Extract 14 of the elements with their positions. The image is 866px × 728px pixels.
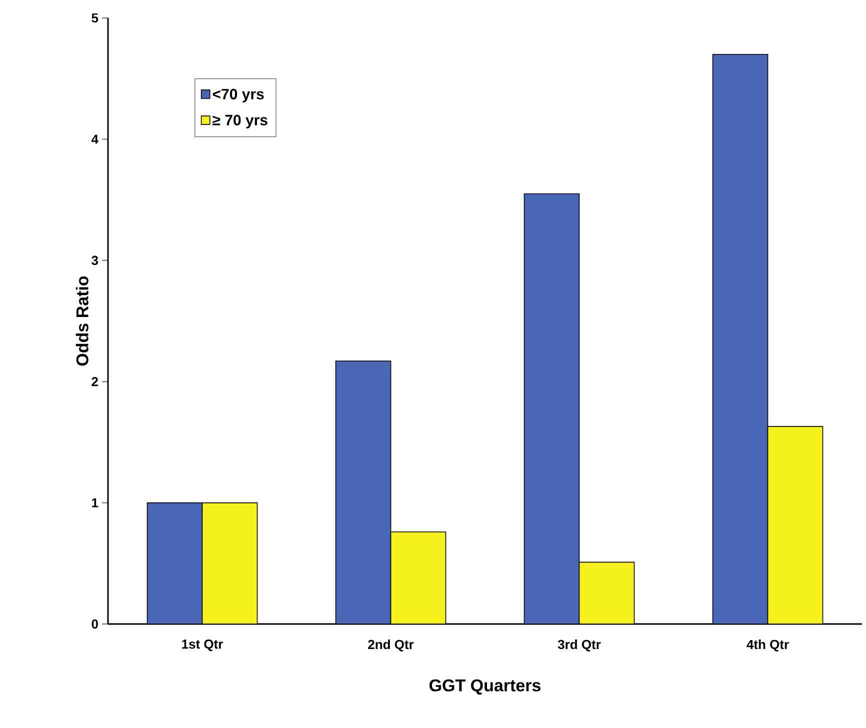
x-tick-label: 3rd Qtr bbox=[558, 640, 601, 652]
x-axis-title: GGT Quarters bbox=[429, 679, 540, 695]
x-tick-label: 4th Qtr bbox=[746, 640, 789, 652]
y-tick-label: 1 bbox=[92, 498, 98, 508]
x-tick-label: 1st Qtr bbox=[182, 640, 223, 652]
x-tick-label: 2nd Qtr bbox=[368, 640, 414, 652]
legend-label: <70 yrs bbox=[212, 88, 264, 102]
y-tick-label: 5 bbox=[92, 13, 98, 23]
legend-label: ≥ 70 yrs bbox=[212, 114, 268, 128]
y-tick-label: 0 bbox=[92, 619, 98, 629]
y-tick-label: 2 bbox=[92, 377, 98, 386]
y-tick-label: 4 bbox=[91, 134, 98, 144]
y-tick-label: 3 bbox=[92, 256, 98, 266]
y-axis-title: Odds Ratio bbox=[76, 276, 88, 366]
